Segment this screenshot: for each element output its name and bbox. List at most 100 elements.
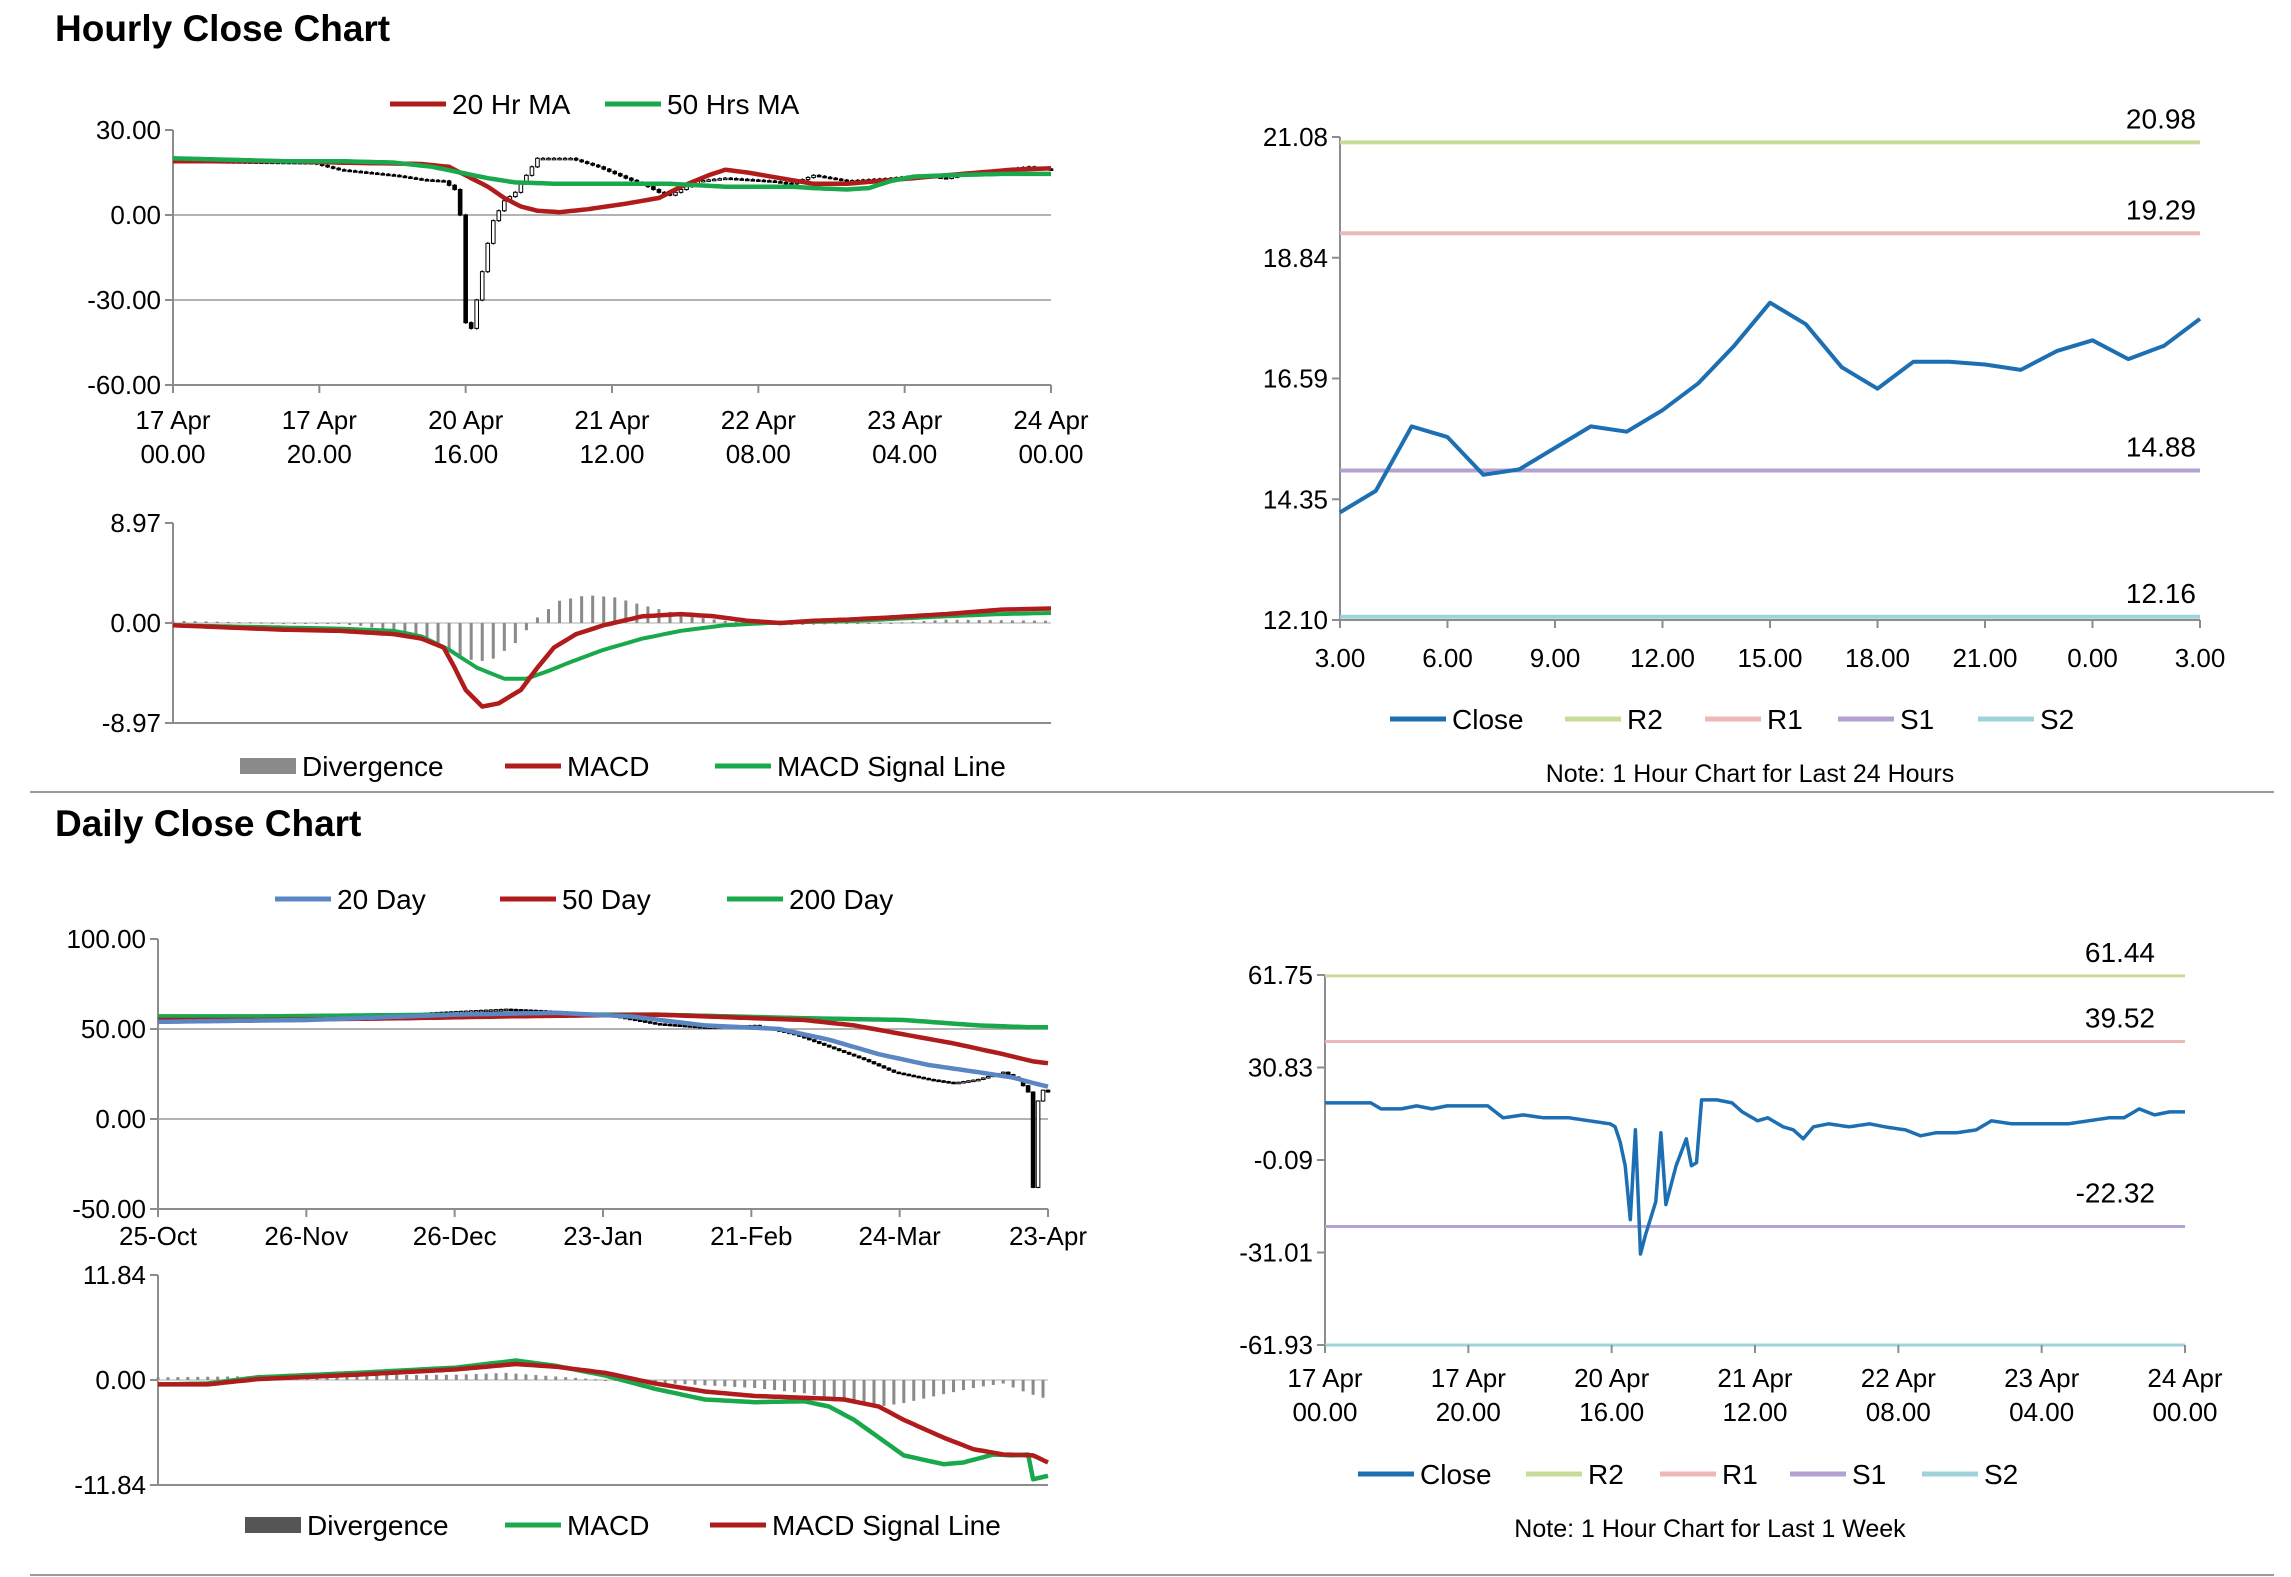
hourly-price-legend-label: 50 Hrs MA <box>667 89 800 120</box>
daily-levels-note: Note: 1 Hour Chart for Last 1 Week <box>1514 1515 1906 1543</box>
daily-price-candle <box>498 1008 504 1012</box>
hourly-levels-r2-label: 20.98 <box>2126 103 2196 134</box>
daily-levels-x-tick-label: 24 Apr <box>2147 1363 2223 1393</box>
hourly-price-candle <box>673 191 678 196</box>
daily-price-candle <box>667 1023 673 1027</box>
hourly-price-candle <box>490 220 496 244</box>
daily-macd-divergence-bar <box>1041 1380 1045 1398</box>
hourly-price-candle <box>789 182 794 186</box>
hourly-price-candle <box>617 173 623 177</box>
hourly-price-candle <box>744 178 750 182</box>
hourly-price-candle <box>943 177 949 180</box>
hourly-macd-divergence-bar <box>414 623 418 639</box>
daily-price-candle <box>821 1042 827 1046</box>
daily-price-y-tick-label: 0.00 <box>95 1104 146 1134</box>
hourly-price-candle <box>756 179 761 182</box>
daily-levels-x-tick-label: 21 Apr <box>1717 1363 1793 1393</box>
hourly-price-candle <box>474 299 480 329</box>
daily-macd-divergence-bar <box>862 1380 866 1404</box>
daily-macd-divergence-bar <box>454 1374 458 1380</box>
daily-price-candle <box>981 1077 986 1080</box>
daily-macd-divergence-bar <box>981 1380 985 1387</box>
hourly-price-candle <box>568 157 573 161</box>
daily-price-candle <box>483 1009 489 1013</box>
hourly-macd-divergence-bar <box>436 623 440 647</box>
daily-macd-divergence-bar <box>405 1374 409 1380</box>
hourly-macd-divergence-bar <box>690 616 694 623</box>
hourly-price-candle <box>452 184 457 190</box>
daily-macd-divergence-bar <box>1021 1380 1025 1392</box>
daily-levels-y-tick-label: -31.01 <box>1239 1238 1313 1268</box>
daily-price-candle <box>816 1041 822 1044</box>
daily-price-candle <box>891 1069 897 1073</box>
hourly-price-50hrs-ma-line <box>172 156 1051 192</box>
hourly-price-candle <box>678 189 684 193</box>
hourly-macd-divergence-bar <box>569 598 573 623</box>
hourly-macd-divergence-bar <box>403 623 407 636</box>
hourly-price-candle <box>397 174 402 178</box>
hourly-macd-legend-swatch <box>240 758 296 774</box>
daily-macd-divergence-bar <box>812 1380 816 1396</box>
hourly-price-candle <box>468 322 474 329</box>
daily-levels-x-tick-label: 00.00 <box>2152 1397 2217 1427</box>
hourly-levels-y-tick-label: 21.08 <box>1263 122 1328 152</box>
daily-levels-y-tick-label: 61.75 <box>1248 960 1313 990</box>
daily-macd-divergence-bar <box>226 1376 230 1380</box>
hourly-price-y-tick-label: 30.00 <box>96 115 161 145</box>
daily-price-candle <box>901 1072 907 1076</box>
daily-price-x-tick-label: 25-Oct <box>119 1221 198 1251</box>
hourly-macd-divergence-bar <box>513 623 517 644</box>
hourly-macd-divergence-bar <box>1010 620 1014 623</box>
hourly-macd-divergence-bar <box>580 596 584 623</box>
hourly-macd-divergence-bar <box>911 621 915 623</box>
hourly-levels-x-tick-label: 21.00 <box>1952 643 2017 673</box>
hourly-price-candle <box>717 178 722 181</box>
hourly-price-x-tick-label: 17 Apr <box>282 405 358 435</box>
hourly-macd-divergence-bar <box>977 620 981 623</box>
daily-price-candle <box>508 1008 514 1012</box>
daily-macd-divergence-bar <box>892 1380 896 1405</box>
daily-price-candle <box>846 1051 852 1055</box>
hourly-price-x-tick-label: 12.00 <box>579 439 644 469</box>
hourly-price-candle <box>424 179 430 182</box>
daily-price-candle <box>866 1059 872 1063</box>
hourly-macd-divergence-bar <box>502 623 506 651</box>
hourly-price-candle <box>457 189 463 216</box>
hourly-macd-divergence-bar <box>889 623 893 624</box>
daily-macd-divergence-bar <box>922 1380 926 1399</box>
hourly-levels-x-tick-label: 3.00 <box>2175 643 2226 673</box>
hourly-price-candle <box>816 174 822 178</box>
hourly-price-candle <box>562 157 568 161</box>
daily-price-candle <box>886 1067 892 1071</box>
hourly-price-x-tick-label: 21 Apr <box>574 405 650 435</box>
hourly-macd-divergence-bar <box>259 622 263 624</box>
daily-macd-divergence-bar <box>584 1378 588 1380</box>
hourly-price-legend-label: 20 Hr MA <box>452 89 571 120</box>
hourly-price-candle <box>408 176 413 180</box>
hourly-price-candle <box>612 170 618 175</box>
daily-macd-divergence-bar <box>524 1374 528 1380</box>
hourly-macd-divergence-bar <box>392 623 396 632</box>
daily-price-candle <box>951 1081 956 1085</box>
daily-levels-x-tick-label: 22 Apr <box>1861 1363 1937 1393</box>
daily-macd-divergence-bar <box>723 1380 727 1387</box>
hourly-macd-divergence-bar <box>348 623 352 626</box>
hourly-price-candle <box>783 181 789 185</box>
hourly-levels-s2-label: 12.16 <box>2126 578 2196 609</box>
hourly-macd-divergence-bar <box>381 623 385 630</box>
hourly-price-y-tick-label: 0.00 <box>110 200 161 230</box>
daily-macd-divergence-bar <box>971 1380 975 1389</box>
hourly-macd-divergence-bar <box>1043 620 1047 623</box>
daily-macd-divergence-bar <box>494 1373 498 1380</box>
hourly-macd-divergence-bar <box>337 623 341 625</box>
daily-macd-divergence-bar <box>474 1373 478 1380</box>
daily-price-candle <box>807 1037 812 1041</box>
daily-macd-divergence-bar <box>514 1373 518 1380</box>
daily-macd-divergence-bar <box>594 1379 598 1381</box>
daily-price-candle <box>1025 1085 1031 1093</box>
daily-macd-divergence-bar <box>484 1373 488 1380</box>
hourly-macd-divergence-bar <box>922 620 926 623</box>
hourly-price-candle <box>369 172 375 175</box>
hourly-macd-divergence-bar <box>668 611 672 623</box>
